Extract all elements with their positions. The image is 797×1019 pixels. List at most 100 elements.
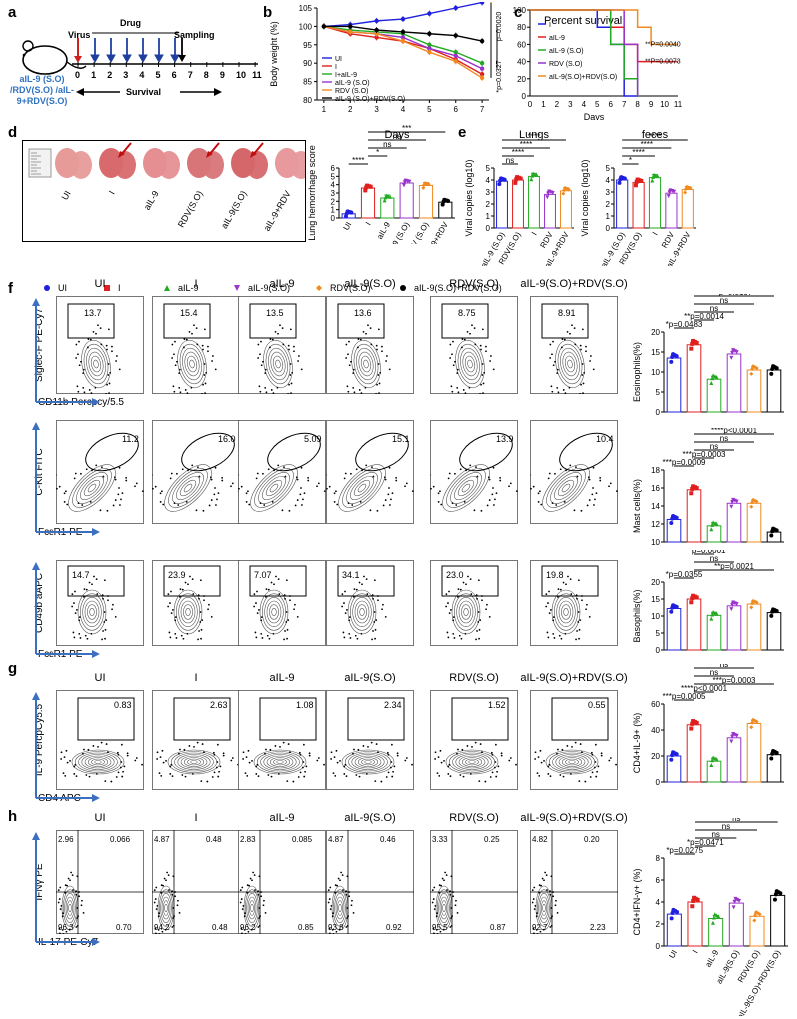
event-dot xyxy=(161,930,164,933)
sig-annotation: ns xyxy=(710,442,718,451)
event-dot xyxy=(285,621,288,623)
bar xyxy=(665,192,678,229)
event-dot xyxy=(262,360,264,363)
event-dot xyxy=(348,616,351,619)
panel-b-letter: b xyxy=(263,4,273,21)
event-dot xyxy=(240,898,243,900)
event-dot xyxy=(78,364,81,367)
plot-frame xyxy=(530,690,618,790)
timeline-day: 0 xyxy=(75,70,80,80)
legend-label: I xyxy=(335,64,337,71)
event-dot xyxy=(259,915,262,918)
event-dot xyxy=(166,871,169,874)
event-dot xyxy=(481,599,483,602)
event-dot xyxy=(288,348,290,351)
event-dot xyxy=(191,464,194,467)
event-dot xyxy=(454,360,456,363)
density-contour xyxy=(542,904,546,912)
event-dot xyxy=(65,749,68,752)
event-dot xyxy=(308,754,311,757)
basophils-chart: 05101520Basophils(%)*p=0.0355**p=0.0021n… xyxy=(632,550,784,655)
flow-plot: 14.7 xyxy=(56,560,144,646)
event-dot xyxy=(203,328,206,331)
density-contour xyxy=(180,600,196,624)
event-dot xyxy=(592,368,595,371)
event-dot xyxy=(373,579,376,582)
event-dot xyxy=(170,763,173,766)
event-dot xyxy=(114,476,116,479)
flow-plot: 15.4 xyxy=(152,296,240,394)
density-contour xyxy=(561,483,571,493)
event-dot xyxy=(449,893,452,896)
event-dot xyxy=(178,368,181,371)
bar xyxy=(560,190,572,229)
event-dot xyxy=(239,901,242,904)
flow-plot: 1.08 xyxy=(238,690,326,790)
event-dot xyxy=(358,389,361,391)
plot-frame xyxy=(430,420,518,524)
event-dot xyxy=(447,602,449,604)
event-dot xyxy=(186,392,189,394)
quadrant-value: 4.82 xyxy=(532,835,548,844)
event-dot xyxy=(157,928,160,931)
density-contour xyxy=(262,593,286,631)
y-tick-label: 95 xyxy=(303,41,312,50)
data-point xyxy=(688,186,693,191)
event-dot xyxy=(181,774,184,776)
event-dot xyxy=(275,575,277,578)
event-dot xyxy=(87,346,89,349)
event-dot xyxy=(244,933,247,934)
event-dot xyxy=(357,748,360,751)
hemorrhage-arrow xyxy=(206,151,213,158)
event-dot xyxy=(267,774,270,776)
y-tick-label: 6 xyxy=(656,876,661,885)
flow-plot: 1.52 xyxy=(430,690,518,790)
density-contour xyxy=(357,757,379,767)
gate-percentage: 34.1 xyxy=(342,570,360,580)
quadrant-value: 3.33 xyxy=(432,835,448,844)
event-dot xyxy=(154,898,157,900)
event-dot xyxy=(246,774,249,777)
event-dot xyxy=(89,500,92,503)
event-dot xyxy=(156,758,159,760)
event-dot xyxy=(102,475,105,478)
event-dot xyxy=(485,345,487,348)
event-dot xyxy=(66,503,69,506)
density-contour xyxy=(560,347,580,381)
event-dot xyxy=(348,895,351,898)
event-dot xyxy=(615,763,617,766)
x-tick-label: 11 xyxy=(674,100,683,109)
event-dot xyxy=(270,389,273,391)
event-dot xyxy=(582,382,585,385)
event-dot xyxy=(550,609,552,611)
density-contour xyxy=(175,475,201,501)
event-dot xyxy=(256,612,259,615)
event-dot xyxy=(199,611,202,613)
event-dot xyxy=(257,890,260,893)
event-dot xyxy=(391,775,394,778)
density-contour xyxy=(263,754,297,770)
event-dot xyxy=(288,751,291,754)
density-contour xyxy=(441,900,447,916)
event-dot xyxy=(78,632,81,635)
event-dot xyxy=(369,509,372,512)
event-dot xyxy=(591,753,594,756)
y-tick-label: 40 xyxy=(517,58,526,67)
density-contour xyxy=(268,347,288,381)
event-dot xyxy=(432,898,435,900)
event-dot xyxy=(539,490,541,493)
event-dot xyxy=(435,915,438,918)
event-dot xyxy=(500,754,503,757)
event-dot xyxy=(108,382,111,385)
data-point xyxy=(479,38,485,44)
event-dot xyxy=(297,360,299,362)
flow-column-title: aIL-9(S.O)+RDV(S.O) xyxy=(520,278,628,290)
event-dot xyxy=(533,932,535,934)
event-dot xyxy=(388,487,390,489)
event-dot xyxy=(172,924,175,927)
gate-percentage: 11.2 xyxy=(122,434,139,444)
data-point xyxy=(769,371,774,376)
event-dot xyxy=(71,874,74,877)
event-dot xyxy=(328,485,331,488)
event-dot xyxy=(281,509,284,512)
